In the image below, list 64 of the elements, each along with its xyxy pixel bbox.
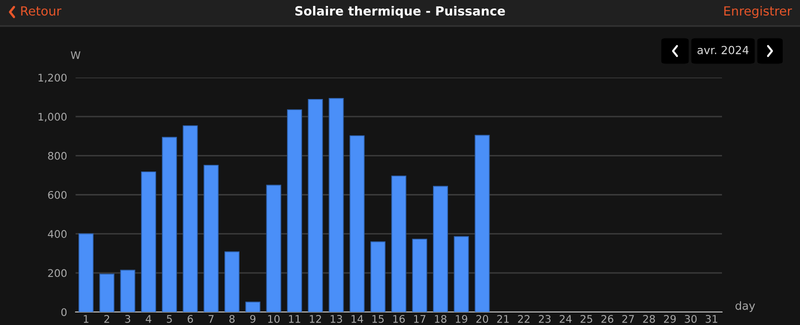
bar <box>162 136 177 312</box>
bar <box>141 171 156 312</box>
chart-title: Solaire thermique - Puissance <box>295 6 505 18</box>
bar <box>287 109 302 312</box>
x-tick-label: 11 <box>289 315 300 323</box>
x-tick-label: 9 <box>250 314 256 323</box>
x-tick-label: 3 <box>125 314 130 323</box>
bar <box>266 184 282 312</box>
x-tick-label: 19 <box>456 314 468 323</box>
text: Enregistrer <box>724 6 792 18</box>
y-tick-label: 1,000 <box>38 112 67 122</box>
x-tick-label: 21 <box>497 314 509 323</box>
x-tick-label: 10 <box>268 314 280 323</box>
bar <box>120 270 136 312</box>
x-tick-label: 20 <box>476 314 488 323</box>
bar <box>391 176 406 312</box>
bar <box>308 98 323 312</box>
x-tick-label: 23 <box>538 314 551 323</box>
bar <box>328 98 344 312</box>
bar <box>182 125 198 312</box>
x-tick-label: 27 <box>622 314 634 323</box>
bar <box>412 238 428 312</box>
x-tick-label: 5 <box>166 315 172 323</box>
bar <box>204 164 219 312</box>
x-tick-label: 18 <box>435 314 446 323</box>
x-tick-label: 30 <box>684 314 697 323</box>
x-axis-title: day <box>736 301 756 312</box>
chart-subtitle: avr. 2024 <box>698 46 749 54</box>
bar <box>99 274 114 312</box>
x-tick-label: 4 <box>146 315 152 323</box>
bar <box>370 241 386 312</box>
y-tick-label: 200 <box>48 269 67 278</box>
x-tick-label: 26 <box>601 314 614 323</box>
x-tick-label: 16 <box>393 314 405 323</box>
x-tick-label: 1 <box>84 315 88 323</box>
y-tick-label: 400 <box>48 230 67 238</box>
bar <box>78 233 94 312</box>
x-tick-label: 6 <box>188 314 193 323</box>
x-tick-label: 15 <box>372 315 384 323</box>
x-tick-label: 22 <box>518 314 530 323</box>
x-tick-label: 13 <box>330 314 342 323</box>
x-tick-label: 17 <box>414 315 426 323</box>
x-tick-label: 2 <box>104 314 110 323</box>
x-tick-label: 25 <box>580 314 592 323</box>
x-tick-label: 24 <box>560 314 572 323</box>
x-tick-label: 31 <box>706 314 718 323</box>
x-tick-label: 7 <box>208 315 214 323</box>
x-tick-label: 14 <box>352 315 364 323</box>
bar <box>245 302 260 312</box>
x-tick-label: 29 <box>664 314 676 323</box>
y-tick-label: 1,200 <box>38 74 67 83</box>
x-tick-label: 28 <box>643 314 655 323</box>
y-tick-label: 0 <box>61 308 67 316</box>
text: Retour <box>21 6 62 16</box>
y-tick-label: 800 <box>48 152 67 160</box>
bar <box>350 135 365 312</box>
bar <box>224 251 240 312</box>
x-tick-label: 8 <box>229 314 235 323</box>
y-axis-title: W <box>70 51 80 59</box>
x-tick-label: 12 <box>310 314 321 323</box>
bar <box>474 134 490 312</box>
y-tick-label: 600 <box>48 190 67 199</box>
bar <box>432 186 448 312</box>
bar <box>454 236 469 312</box>
